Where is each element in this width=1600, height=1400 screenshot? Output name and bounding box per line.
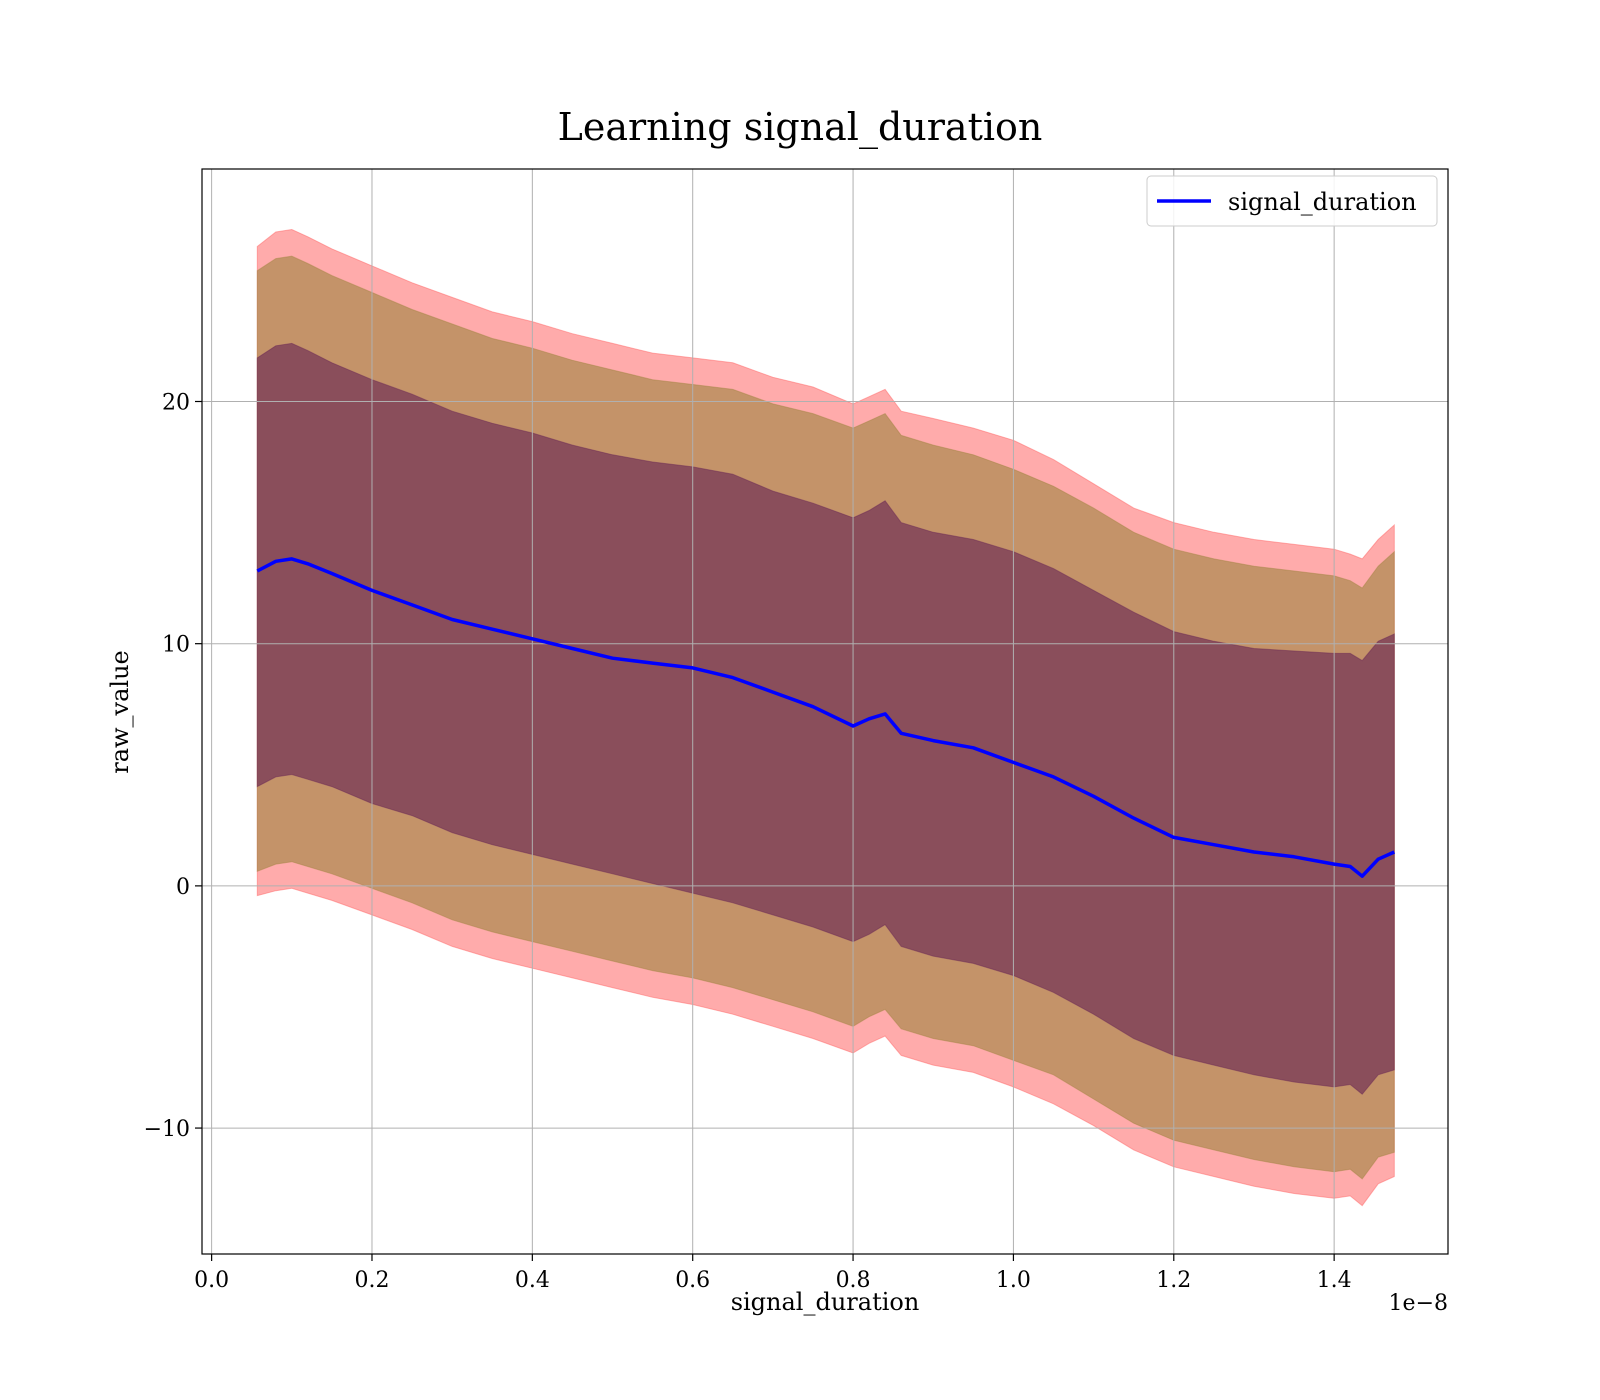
x-tick-label-0: 0.0 [194,1268,229,1293]
series-line-0 [256,557,1396,878]
x-tick-label-4: 0.8 [836,1268,871,1293]
x-axis-offset-label: 1e−8 [1389,1291,1448,1316]
legend-label: signal_duration [1228,188,1417,216]
x-tick-label-2: 0.4 [515,1268,550,1293]
x-tick-label-6: 1.2 [1156,1268,1191,1293]
legend-box [1146,175,1438,227]
chart-title: Learning signal_duration [558,105,1043,150]
band-3 [256,342,1395,1095]
x-axis-ticks: 0.0 0.2 0.4 0.6 0.8 1.0 1.2 1.4 [194,1254,1352,1293]
series-lines [256,557,1396,878]
x-tick-label-5: 1.0 [996,1268,1031,1293]
plot-frame [201,168,1449,1255]
x-axis-label: signal_duration [731,1288,920,1316]
grid [202,169,1448,1254]
y-axis-label: raw_value [106,650,134,774]
y-tick-label-1: 0 [176,875,190,900]
legend: signal_duration [1146,175,1438,227]
x-tick-label-1: 0.2 [354,1268,389,1293]
y-axis-ticks: −10 0 10 20 [144,391,202,1142]
y-tick-label-0: −10 [144,1117,190,1142]
confidence-bands [256,228,1395,1207]
y-tick-label-2: 10 [162,633,190,658]
x-tick-label-3: 0.6 [675,1268,710,1293]
x-tick-label-7: 1.4 [1317,1268,1352,1293]
y-tick-label-3: 20 [162,391,190,416]
